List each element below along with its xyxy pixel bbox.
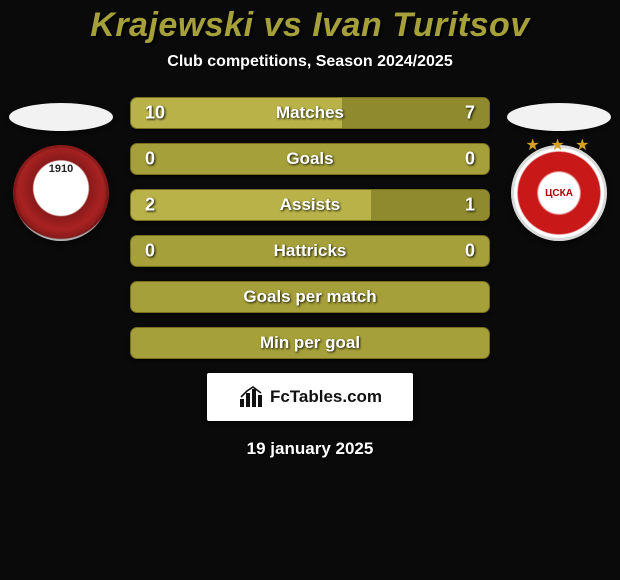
club-crest-right: ★ ★ ★ ЦСКА	[511, 145, 607, 241]
stat-value-left: 0	[145, 241, 155, 262]
content-columns: 1910 10 7 Matches 0 0 Goals 2 1 Assists 0 0 Hattric…	[0, 97, 620, 359]
stat-label: Hattricks	[274, 241, 347, 261]
stat-row: 0 0 Goals	[130, 143, 490, 175]
crest-right-text: ЦСКА	[545, 188, 573, 199]
player-left-column: 1910	[6, 97, 116, 241]
page-title: Krajewski vs Ivan Turitsov	[90, 6, 529, 45]
stat-label: Goals per match	[243, 287, 376, 307]
brand-text: FcTables.com	[270, 387, 382, 407]
stat-value-right: 0	[465, 241, 475, 262]
flag-right	[507, 103, 611, 131]
flag-left	[9, 103, 113, 131]
comparison-card: Krajewski vs Ivan Turitsov Club competit…	[0, 0, 620, 580]
stat-value-right: 1	[465, 195, 475, 216]
club-crest-left: 1910	[13, 145, 109, 241]
stat-row: Goals per match	[130, 281, 490, 313]
stat-value-left: 0	[145, 149, 155, 170]
stat-label: Matches	[276, 103, 344, 123]
stat-row: 10 7 Matches	[130, 97, 490, 129]
crest-left-year: 1910	[49, 163, 73, 175]
stat-value-left: 2	[145, 195, 155, 216]
stat-label: Assists	[280, 195, 340, 215]
stats-table: 10 7 Matches 0 0 Goals 2 1 Assists 0 0 Hattricks Goa…	[130, 97, 490, 359]
stat-value-right: 0	[465, 149, 475, 170]
stat-row: 0 0 Hattricks	[130, 235, 490, 267]
stat-value-right: 7	[465, 103, 475, 124]
date-stamp: 19 january 2025	[247, 439, 374, 459]
fctables-logo-icon	[238, 385, 264, 409]
stat-value-left: 10	[145, 103, 165, 124]
subtitle: Club competitions, Season 2024/2025	[167, 53, 452, 71]
stat-label: Min per goal	[260, 333, 360, 353]
crest-right-stars-icon: ★ ★ ★	[511, 135, 607, 155]
brand-badge: FcTables.com	[207, 373, 413, 421]
stat-label: Goals	[286, 149, 333, 169]
stat-row: 2 1 Assists	[130, 189, 490, 221]
player-right-column: ★ ★ ★ ЦСКА	[504, 97, 614, 241]
stat-row: Min per goal	[130, 327, 490, 359]
